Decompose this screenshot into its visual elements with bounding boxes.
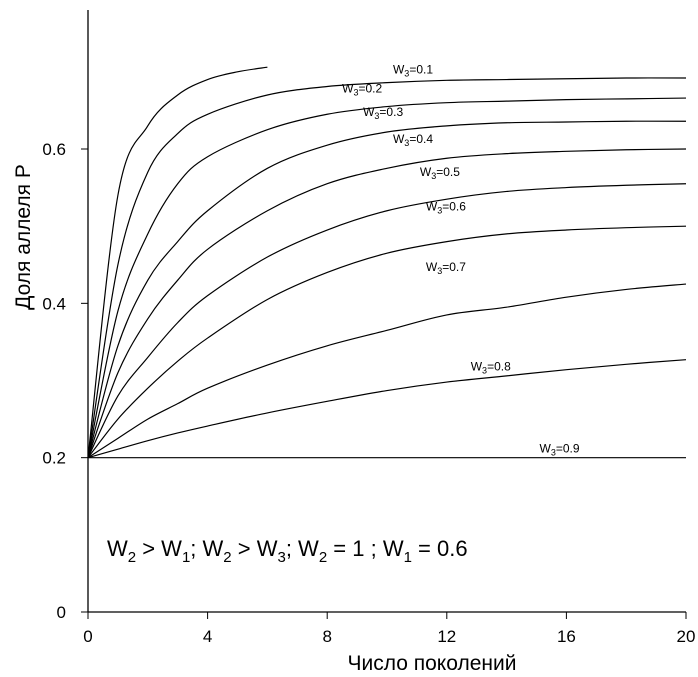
- y-axis-title: Доля аллеля P: [12, 164, 35, 310]
- x-tick-label: 20: [677, 627, 696, 646]
- series-line: [87, 97, 687, 458]
- series-line: [87, 66, 268, 458]
- series-line: [87, 148, 687, 458]
- series-label: W3=0.6: [426, 200, 466, 216]
- y-tick-label: 0: [57, 603, 66, 622]
- series-label: W3=0.3: [363, 105, 403, 121]
- x-axis-title: Число поколений: [348, 652, 517, 675]
- series-label: W3=0.5: [420, 165, 460, 181]
- series-label: W3=0.7: [426, 260, 466, 276]
- x-tick-label: 4: [203, 627, 212, 646]
- series-label: W3=0.9: [539, 441, 579, 457]
- x-tick-label: 12: [437, 627, 456, 646]
- condition-annotation: W2 > W1; W2 > W3; W2 = 1 ; W1 = 0.6: [107, 536, 468, 566]
- tick-labels: 0 4 8 12 16 20 0 0.2 0.4 0.6: [42, 140, 695, 646]
- y-tick-label: 0.6: [42, 140, 66, 159]
- series-label: W3=0.8: [471, 359, 511, 375]
- series-labels: W3=0.1 W3=0.2 W3=0.3 W3=0.4 W3=0.5 W3=0.6 W3=0…: [342, 62, 580, 457]
- x-tick-label: 16: [557, 627, 576, 646]
- series-line: [87, 120, 687, 458]
- x-tick-label: 8: [322, 627, 331, 646]
- series-label: W3=0.2: [342, 82, 382, 98]
- series-line: [87, 359, 687, 459]
- series-curves: [87, 66, 687, 459]
- y-tick-label: 0.2: [42, 449, 66, 468]
- series-label: W3=0.4: [393, 132, 433, 148]
- axes: [87, 10, 686, 613]
- series-line: [87, 183, 687, 458]
- x-tick-label: 0: [83, 627, 92, 646]
- series-line: [87, 225, 687, 459]
- y-tick-label: 0.4: [42, 294, 66, 313]
- series-line: [87, 77, 687, 458]
- series-label: W3=0.1: [393, 62, 433, 78]
- series-line: [87, 283, 687, 459]
